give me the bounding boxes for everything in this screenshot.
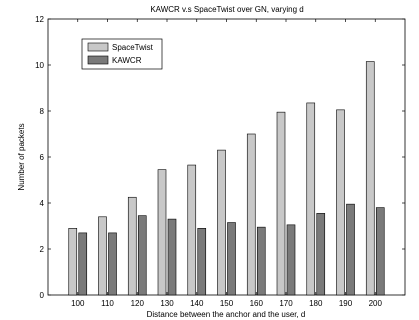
y-axis-title: Number of packets bbox=[17, 123, 26, 190]
bar-spacetwist-130 bbox=[157, 169, 167, 296]
bar-kawcr-130 bbox=[167, 218, 177, 296]
bar-spacetwist-160 bbox=[246, 133, 256, 296]
y-tick-label: 4 bbox=[40, 199, 45, 208]
y-tick-label: 6 bbox=[40, 153, 45, 162]
legend-swatch-kawcr bbox=[87, 55, 109, 65]
bar-spacetwist-180 bbox=[306, 102, 316, 296]
y-tick-label: 12 bbox=[35, 15, 44, 24]
y-tick-label: 2 bbox=[40, 245, 45, 254]
bar-spacetwist-110 bbox=[98, 216, 107, 296]
bar-kawcr-110 bbox=[108, 232, 117, 296]
x-tick-label: 120 bbox=[131, 299, 145, 308]
x-tick-label: 200 bbox=[369, 299, 383, 308]
x-tick-label: 160 bbox=[250, 299, 264, 308]
x-tick-label: 100 bbox=[71, 299, 85, 308]
bar-spacetwist-140 bbox=[187, 164, 197, 296]
y-tick-label: 8 bbox=[40, 107, 45, 116]
bar-spacetwist-100 bbox=[68, 228, 78, 296]
x-tick-label: 190 bbox=[339, 299, 353, 308]
bar-kawcr-170 bbox=[286, 224, 296, 296]
chart-title: KAWCR v.s SpaceTwist over GN, varying d bbox=[150, 5, 303, 14]
bar-kawcr-140 bbox=[197, 228, 207, 296]
bar-kawcr-180 bbox=[316, 213, 326, 296]
bar-spacetwist-170 bbox=[276, 111, 286, 296]
legend-label-spacetwist: SpaceTwist bbox=[112, 43, 154, 52]
x-tick-label: 180 bbox=[309, 299, 323, 308]
y-tick-label: 10 bbox=[35, 61, 44, 70]
bar-kawcr-200 bbox=[375, 207, 385, 296]
x-axis-title: Distance between the anchor and the user… bbox=[147, 310, 306, 319]
legend-label-kawcr: KAWCR bbox=[112, 56, 142, 65]
bar-kawcr-120 bbox=[137, 215, 147, 296]
y-tick-label: 0 bbox=[40, 291, 45, 300]
legend-swatch-spacetwist bbox=[87, 42, 109, 52]
ticks-group: 100 110 120 130 140 150 160 170 180 190 200 0 2 4 6 8 10… bbox=[35, 15, 405, 308]
bar-spacetwist-120 bbox=[127, 196, 137, 296]
bar-spacetwist-200 bbox=[365, 61, 375, 296]
bar-kawcr-190 bbox=[346, 203, 355, 296]
x-tick-label: 110 bbox=[101, 299, 114, 308]
x-tick-label: 140 bbox=[190, 299, 204, 308]
x-tick-label: 150 bbox=[220, 299, 234, 308]
legend: SpaceTwist KAWCR bbox=[81, 38, 163, 70]
x-tick-label: 130 bbox=[160, 299, 174, 308]
bar-kawcr-150 bbox=[227, 222, 236, 296]
x-tick-label: 170 bbox=[279, 299, 293, 308]
bar-spacetwist-150 bbox=[217, 149, 226, 296]
bar-kawcr-160 bbox=[256, 226, 266, 296]
bar-spacetwist-190 bbox=[336, 109, 345, 296]
bars-group bbox=[68, 61, 385, 296]
bar-kawcr-100 bbox=[78, 232, 88, 296]
